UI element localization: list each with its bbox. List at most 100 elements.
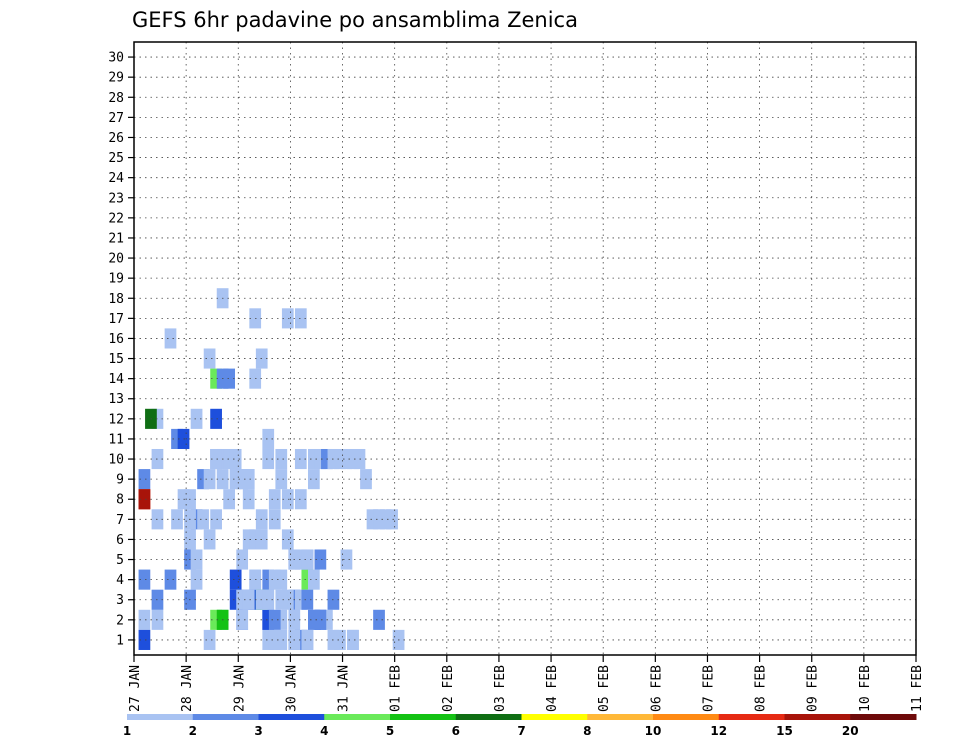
heatmap-cell xyxy=(164,569,177,590)
heatmap-cell xyxy=(275,469,288,490)
heatmap-cell xyxy=(294,549,307,570)
heatmap-cell xyxy=(314,609,327,630)
y-tick-label: 14 xyxy=(108,372,124,387)
y-tick-label: 8 xyxy=(116,493,124,508)
legend-label: 4 xyxy=(320,724,328,738)
heatmap-cell xyxy=(334,448,346,470)
x-tick-label: 11 FEB xyxy=(910,665,925,712)
legend-label: 20 xyxy=(842,724,859,738)
plot-frame xyxy=(133,41,917,656)
y-tick-label: 30 xyxy=(108,51,124,66)
heatmap-cell xyxy=(190,569,203,590)
heatmap-cell xyxy=(210,609,222,630)
x-tick-label: 09 FEB xyxy=(806,665,821,712)
heatmap-cell xyxy=(281,308,294,329)
heatmap-cell xyxy=(314,448,327,470)
x-tick-label: 03 FEB xyxy=(493,665,508,712)
heatmap-cell xyxy=(236,609,249,630)
y-tick-label: 29 xyxy=(108,71,124,86)
y-tick-label: 10 xyxy=(108,453,124,468)
x-tick-label: 31 JAN xyxy=(337,665,352,712)
legend-swatch xyxy=(521,714,588,720)
heatmap-cell xyxy=(373,609,385,630)
heatmap-cell xyxy=(229,448,242,470)
legend-swatch xyxy=(455,714,522,720)
heatmap-cell xyxy=(314,549,327,570)
legend-swatch xyxy=(127,714,194,720)
heatmap-cell xyxy=(138,469,151,490)
heatmap-cell xyxy=(294,308,307,329)
heatmap-cell xyxy=(138,489,151,510)
y-tick-label: 5 xyxy=(116,553,124,568)
legend-swatch xyxy=(390,714,457,720)
heatmap-cell xyxy=(281,489,294,510)
heatmap-cell xyxy=(190,408,203,429)
legend-label: 15 xyxy=(776,724,793,738)
y-tick-label: 25 xyxy=(108,151,124,166)
legend-swatch xyxy=(192,714,259,720)
heatmap-cell xyxy=(307,469,320,490)
y-tick-label: 16 xyxy=(108,332,124,347)
heatmap-cell xyxy=(294,448,307,470)
y-tick-label: 22 xyxy=(108,211,124,226)
y-tick-label: 6 xyxy=(116,533,124,548)
heatmap-cell xyxy=(262,609,275,630)
y-tick-label: 12 xyxy=(108,412,124,427)
heatmap-cell xyxy=(203,529,216,550)
color-legend: 1 2 3 4 5 6 7 8 10 12 15 20 xyxy=(123,714,917,738)
heatmap-cell xyxy=(301,629,314,650)
x-tick-label: 02 FEB xyxy=(441,665,456,712)
heatmap-cell xyxy=(301,569,314,590)
heatmap-cell xyxy=(164,328,177,349)
heatmap-cell xyxy=(340,549,353,570)
heatmap-cell xyxy=(236,549,249,570)
legend-label: 10 xyxy=(645,724,662,738)
heatmap-cell xyxy=(210,509,222,530)
y-tick-label: 11 xyxy=(108,432,124,447)
heatmap-cell xyxy=(262,629,275,650)
heatmap-cell xyxy=(347,629,359,650)
y-axis-ticks: 1234567891011121314151617181920212223242… xyxy=(108,51,134,648)
x-tick-label: 06 FEB xyxy=(649,665,664,712)
y-tick-label: 1 xyxy=(116,633,124,648)
heatmap-cell xyxy=(373,509,385,530)
heatmap-cell xyxy=(190,509,203,530)
heatmap-cell xyxy=(386,509,398,530)
legend-label: 2 xyxy=(189,724,197,738)
heatmap-cell xyxy=(268,509,281,530)
heatmap-cell xyxy=(223,448,236,470)
heatmap-cell xyxy=(379,509,392,530)
legend-swatch xyxy=(850,714,917,720)
heatmap-cell xyxy=(307,609,320,630)
legend-label: 8 xyxy=(583,724,591,738)
heatmap-cell xyxy=(223,368,236,389)
y-tick-label: 2 xyxy=(116,613,124,628)
legend-swatch xyxy=(258,714,325,720)
y-tick-label: 27 xyxy=(108,111,124,126)
heatmap-cell xyxy=(262,428,275,449)
legend-label: 6 xyxy=(452,724,460,738)
heatmap-cell xyxy=(268,629,281,650)
x-tick-label: 01 FEB xyxy=(389,665,404,712)
heatmap-cell xyxy=(138,609,151,630)
heatmap-cell xyxy=(242,489,255,510)
y-tick-label: 9 xyxy=(116,473,124,488)
x-tick-label: 10 FEB xyxy=(858,665,873,712)
heatmap-cell xyxy=(275,448,288,470)
legend-label: 3 xyxy=(254,724,262,738)
legend-swatch xyxy=(653,714,720,720)
heatmap-cell xyxy=(262,569,275,590)
heatmap-cell xyxy=(275,569,288,590)
y-tick-label: 23 xyxy=(108,191,124,206)
heatmap-cell xyxy=(138,629,151,650)
heatmap-cell xyxy=(210,448,222,470)
heatmap-cell xyxy=(347,448,359,470)
heatmap-cell xyxy=(229,569,242,590)
legend-label: 1 xyxy=(123,724,131,738)
heatmap-cell xyxy=(236,469,249,490)
y-tick-label: 24 xyxy=(108,171,124,186)
heatmap-cell xyxy=(203,629,216,650)
heatmap-cell xyxy=(334,629,346,650)
heatmap-cell xyxy=(281,589,294,610)
heatmap-cell xyxy=(275,589,288,610)
